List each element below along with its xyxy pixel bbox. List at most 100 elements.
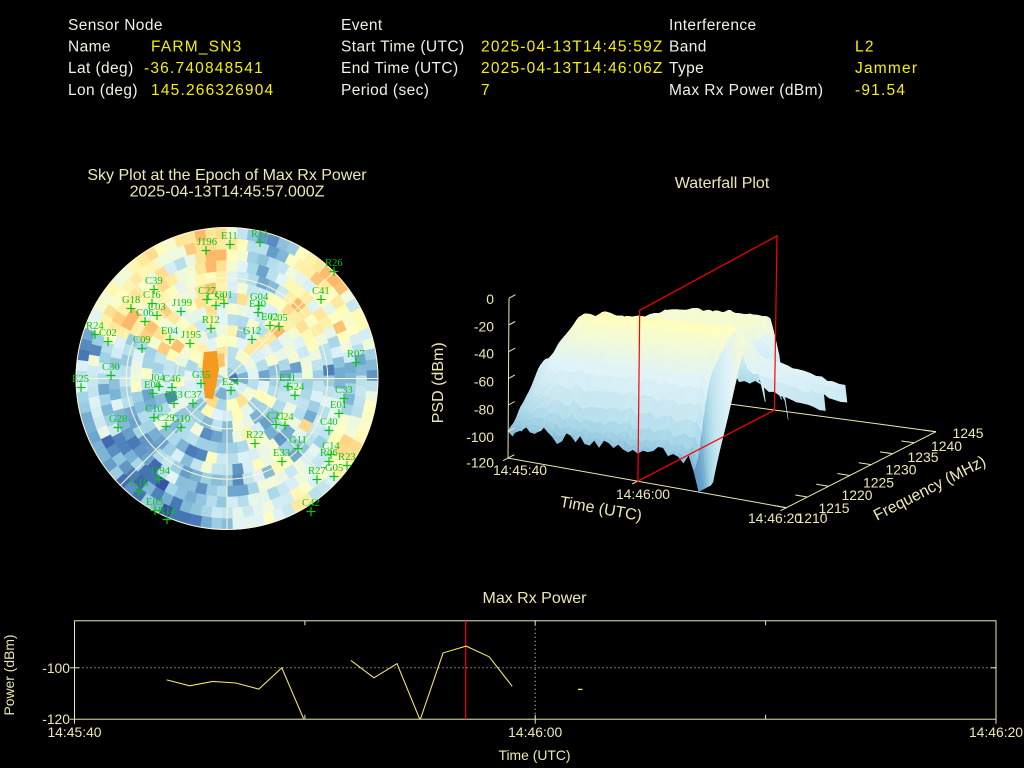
svg-text:Time (UTC): Time (UTC) [498, 747, 570, 763]
svg-text:1245: 1245 [953, 425, 984, 441]
svg-text:R06: R06 [320, 448, 338, 459]
svg-text:Sensor Node: Sensor Node [68, 17, 163, 34]
svg-text:E25: E25 [72, 374, 89, 385]
svg-text:R33: R33 [165, 390, 183, 401]
svg-text:1210: 1210 [797, 510, 828, 526]
svg-text:C10: C10 [145, 404, 163, 415]
svg-text:Lon (deg): Lon (deg) [68, 82, 138, 99]
svg-text:Waterfall Plot: Waterfall Plot [675, 175, 770, 192]
svg-text:C30: C30 [102, 362, 120, 373]
svg-text:R22: R22 [246, 430, 264, 441]
svg-text:Power (dBm): Power (dBm) [1, 634, 17, 715]
svg-text:Band: Band [669, 38, 707, 55]
svg-text:C09: C09 [133, 335, 151, 346]
svg-text:14:46:20: 14:46:20 [969, 724, 1023, 740]
svg-text:Event: Event [341, 17, 383, 34]
svg-text:-100: -100 [466, 429, 494, 445]
svg-text:C41: C41 [312, 286, 330, 297]
svg-text:-91.54: -91.54 [855, 82, 906, 99]
svg-text:-80: -80 [474, 402, 494, 418]
svg-text:2025-04-13T14:45:57.000Z: 2025-04-13T14:45:57.000Z [130, 183, 325, 200]
svg-text:E24: E24 [222, 377, 240, 388]
svg-text:Max Rx Power: Max Rx Power [482, 590, 587, 607]
svg-text:G28: G28 [109, 414, 127, 425]
svg-text:Jammer: Jammer [855, 60, 918, 77]
svg-text:G10: G10 [172, 414, 190, 425]
svg-text:C46: C46 [163, 374, 181, 385]
svg-text:C21: C21 [267, 411, 285, 422]
svg-text:-36.740848541: -36.740848541 [144, 60, 264, 77]
svg-text:E04: E04 [161, 326, 179, 337]
svg-text:C59: C59 [207, 292, 225, 303]
svg-text:1215: 1215 [819, 500, 850, 516]
svg-text:C42: C42 [302, 498, 320, 509]
svg-text:R23: R23 [338, 452, 356, 463]
svg-text:J199: J199 [172, 298, 192, 309]
svg-text:R14: R14 [158, 506, 176, 517]
svg-text:Name: Name [68, 38, 111, 55]
svg-text:J04: J04 [150, 373, 165, 384]
svg-text:-120: -120 [42, 711, 70, 727]
svg-text:C27: C27 [198, 286, 216, 297]
svg-text:E31: E31 [279, 373, 296, 384]
svg-text:C01: C01 [215, 290, 233, 301]
svg-text:R12: R12 [202, 315, 220, 326]
svg-text:Period (sec): Period (sec) [341, 82, 429, 99]
svg-text:Lat (deg): Lat (deg) [68, 60, 134, 77]
svg-text:R26: R26 [325, 258, 343, 269]
svg-text:G05: G05 [325, 463, 343, 474]
svg-text:G12: G12 [243, 326, 261, 337]
svg-text:E11: E11 [221, 231, 238, 242]
svg-text:-60: -60 [474, 374, 494, 390]
svg-text:E01: E01 [330, 400, 347, 411]
svg-text:C33: C33 [335, 385, 353, 396]
svg-text:-100: -100 [42, 660, 70, 676]
svg-text:C03: C03 [148, 302, 166, 313]
svg-text:C37: C37 [184, 390, 202, 401]
svg-text:R11: R11 [251, 229, 268, 240]
svg-text:C14: C14 [322, 441, 340, 452]
svg-text:Interference: Interference [669, 17, 757, 34]
svg-text:G35: G35 [192, 370, 210, 381]
svg-text:1225: 1225 [863, 475, 894, 491]
svg-text:C05: C05 [270, 313, 288, 324]
svg-text:L2: L2 [855, 38, 875, 55]
svg-text:G18: G18 [122, 295, 140, 306]
svg-text:-20: -20 [474, 318, 494, 334]
svg-text:R07: R07 [347, 349, 365, 360]
svg-text:E06: E06 [144, 380, 161, 391]
svg-text:-40: -40 [474, 346, 494, 362]
svg-text:E02: E02 [261, 312, 278, 323]
svg-text:E33: E33 [273, 448, 290, 459]
svg-text:FARM_SN3: FARM_SN3 [151, 38, 242, 55]
svg-text:R24: R24 [86, 321, 104, 332]
svg-text:G16: G16 [130, 478, 148, 489]
svg-text:C40: C40 [320, 417, 338, 428]
svg-text:C02: C02 [99, 328, 117, 339]
svg-text:1220: 1220 [842, 487, 873, 503]
svg-text:14:45:40: 14:45:40 [493, 462, 547, 478]
svg-text:PSD (dBm): PSD (dBm) [430, 342, 447, 423]
svg-text:C06: C06 [136, 308, 154, 319]
svg-text:C39: C39 [145, 276, 163, 287]
svg-text:1230: 1230 [886, 462, 917, 478]
svg-text:1235: 1235 [908, 449, 939, 465]
svg-text:2025-04-13T14:45:59Z: 2025-04-13T14:45:59Z [481, 38, 664, 55]
svg-text:14:46:20: 14:46:20 [748, 510, 802, 526]
svg-text:J194: J194 [150, 466, 171, 477]
svg-text:C29: C29 [157, 413, 175, 424]
svg-text:C16: C16 [143, 290, 161, 301]
svg-text:E10: E10 [249, 299, 266, 310]
svg-text:145.266326904: 145.266326904 [151, 82, 274, 99]
svg-text:G11: G11 [289, 435, 307, 446]
svg-text:-120: -120 [466, 454, 494, 470]
svg-text:J195: J195 [181, 330, 201, 341]
svg-text:C24: C24 [276, 412, 294, 423]
svg-text:J196: J196 [197, 237, 217, 248]
svg-text:0: 0 [486, 291, 494, 307]
svg-text:E03: E03 [146, 497, 163, 508]
svg-text:Start Time (UTC): Start Time (UTC) [341, 38, 465, 55]
svg-text:G04: G04 [250, 292, 269, 303]
svg-text:R27: R27 [308, 466, 326, 477]
svg-text:1240: 1240 [931, 438, 962, 454]
